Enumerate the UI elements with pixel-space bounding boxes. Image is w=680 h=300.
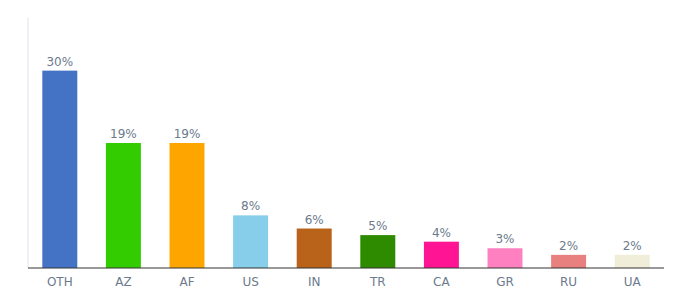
x-axis-line <box>28 267 664 268</box>
bar <box>233 215 268 268</box>
data-label: 30% <box>46 55 73 69</box>
chart-container: 30% 19% 19% 8% 6% 5% 4% 3% 2% 2% OTH AZ AF US IN TR CA GR… <box>0 0 680 300</box>
bar <box>170 143 205 268</box>
bar <box>488 248 523 268</box>
data-label: 19% <box>174 127 201 141</box>
data-label: 8% <box>241 199 260 213</box>
bar <box>615 255 650 268</box>
data-label: 3% <box>495 232 514 246</box>
data-label: 6% <box>305 213 324 227</box>
chart-svg: 30% 19% 19% 8% 6% 5% 4% 3% 2% 2% OTH AZ AF US IN TR CA GR… <box>0 0 680 300</box>
bar <box>360 235 395 268</box>
data-labels: 30% 19% 19% 8% 6% 5% 4% 3% 2% 2% <box>46 55 641 253</box>
x-tick-label: CA <box>433 275 450 289</box>
x-tick-label: UA <box>624 275 642 289</box>
data-label: 4% <box>432 226 451 240</box>
data-label: 2% <box>623 239 642 253</box>
bars <box>42 71 649 268</box>
bar <box>106 143 141 268</box>
data-label: 5% <box>368 219 387 233</box>
bar <box>424 242 459 268</box>
data-label: 2% <box>559 239 578 253</box>
bar <box>551 255 586 268</box>
data-label: 19% <box>110 127 137 141</box>
x-tick-label: OTH <box>47 275 73 289</box>
x-tick-label: AZ <box>115 275 131 289</box>
x-tick-label: US <box>242 275 258 289</box>
y-axis-line <box>28 18 29 268</box>
x-tick-label: AF <box>179 275 194 289</box>
bar <box>42 71 77 268</box>
x-tick-label: IN <box>308 275 321 289</box>
bar <box>297 229 332 268</box>
x-tick-label: GR <box>496 275 514 289</box>
x-tick-label: RU <box>560 275 577 289</box>
x-tick-labels: OTH AZ AF US IN TR CA GR RU UA <box>47 275 642 289</box>
x-tick-label: TR <box>369 275 386 289</box>
